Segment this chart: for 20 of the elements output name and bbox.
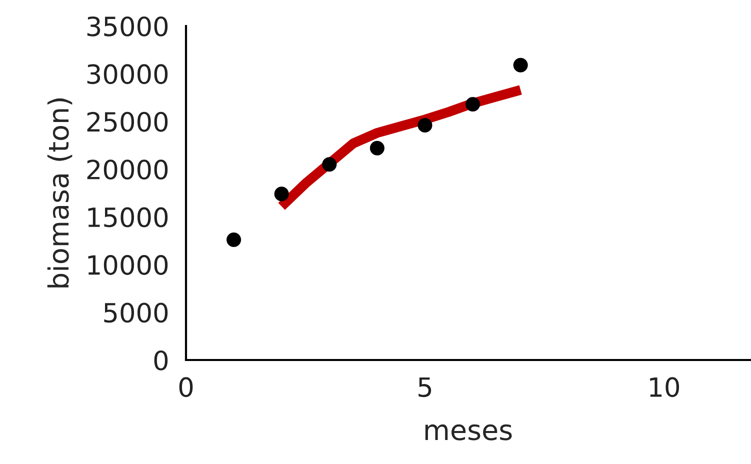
point (322, 157, 337, 172)
point (513, 58, 528, 72)
y-tick-label: 0 (154, 350, 168, 370)
x-tick-label: 0 (179, 377, 193, 398)
point (274, 186, 289, 202)
x-tick-label: 5 (418, 377, 432, 398)
point (226, 232, 242, 248)
y-tick-label: 10000 (88, 255, 168, 275)
x-axis-title: meses (425, 424, 512, 440)
x-tick-label: 10 (650, 377, 680, 398)
point (418, 118, 432, 133)
point (370, 140, 384, 156)
y-tick-label: 15000 (88, 207, 168, 228)
y-axis-title: biomasa (ton) (47, 98, 72, 288)
y-tick-label: 30000 (87, 64, 168, 84)
y-tick-label: 5000 (104, 302, 168, 323)
y-tick-label: 25000 (87, 112, 168, 132)
y-tick-label: 35000 (87, 16, 168, 36)
y-tick-label: 20000 (87, 160, 168, 180)
point (465, 96, 480, 112)
